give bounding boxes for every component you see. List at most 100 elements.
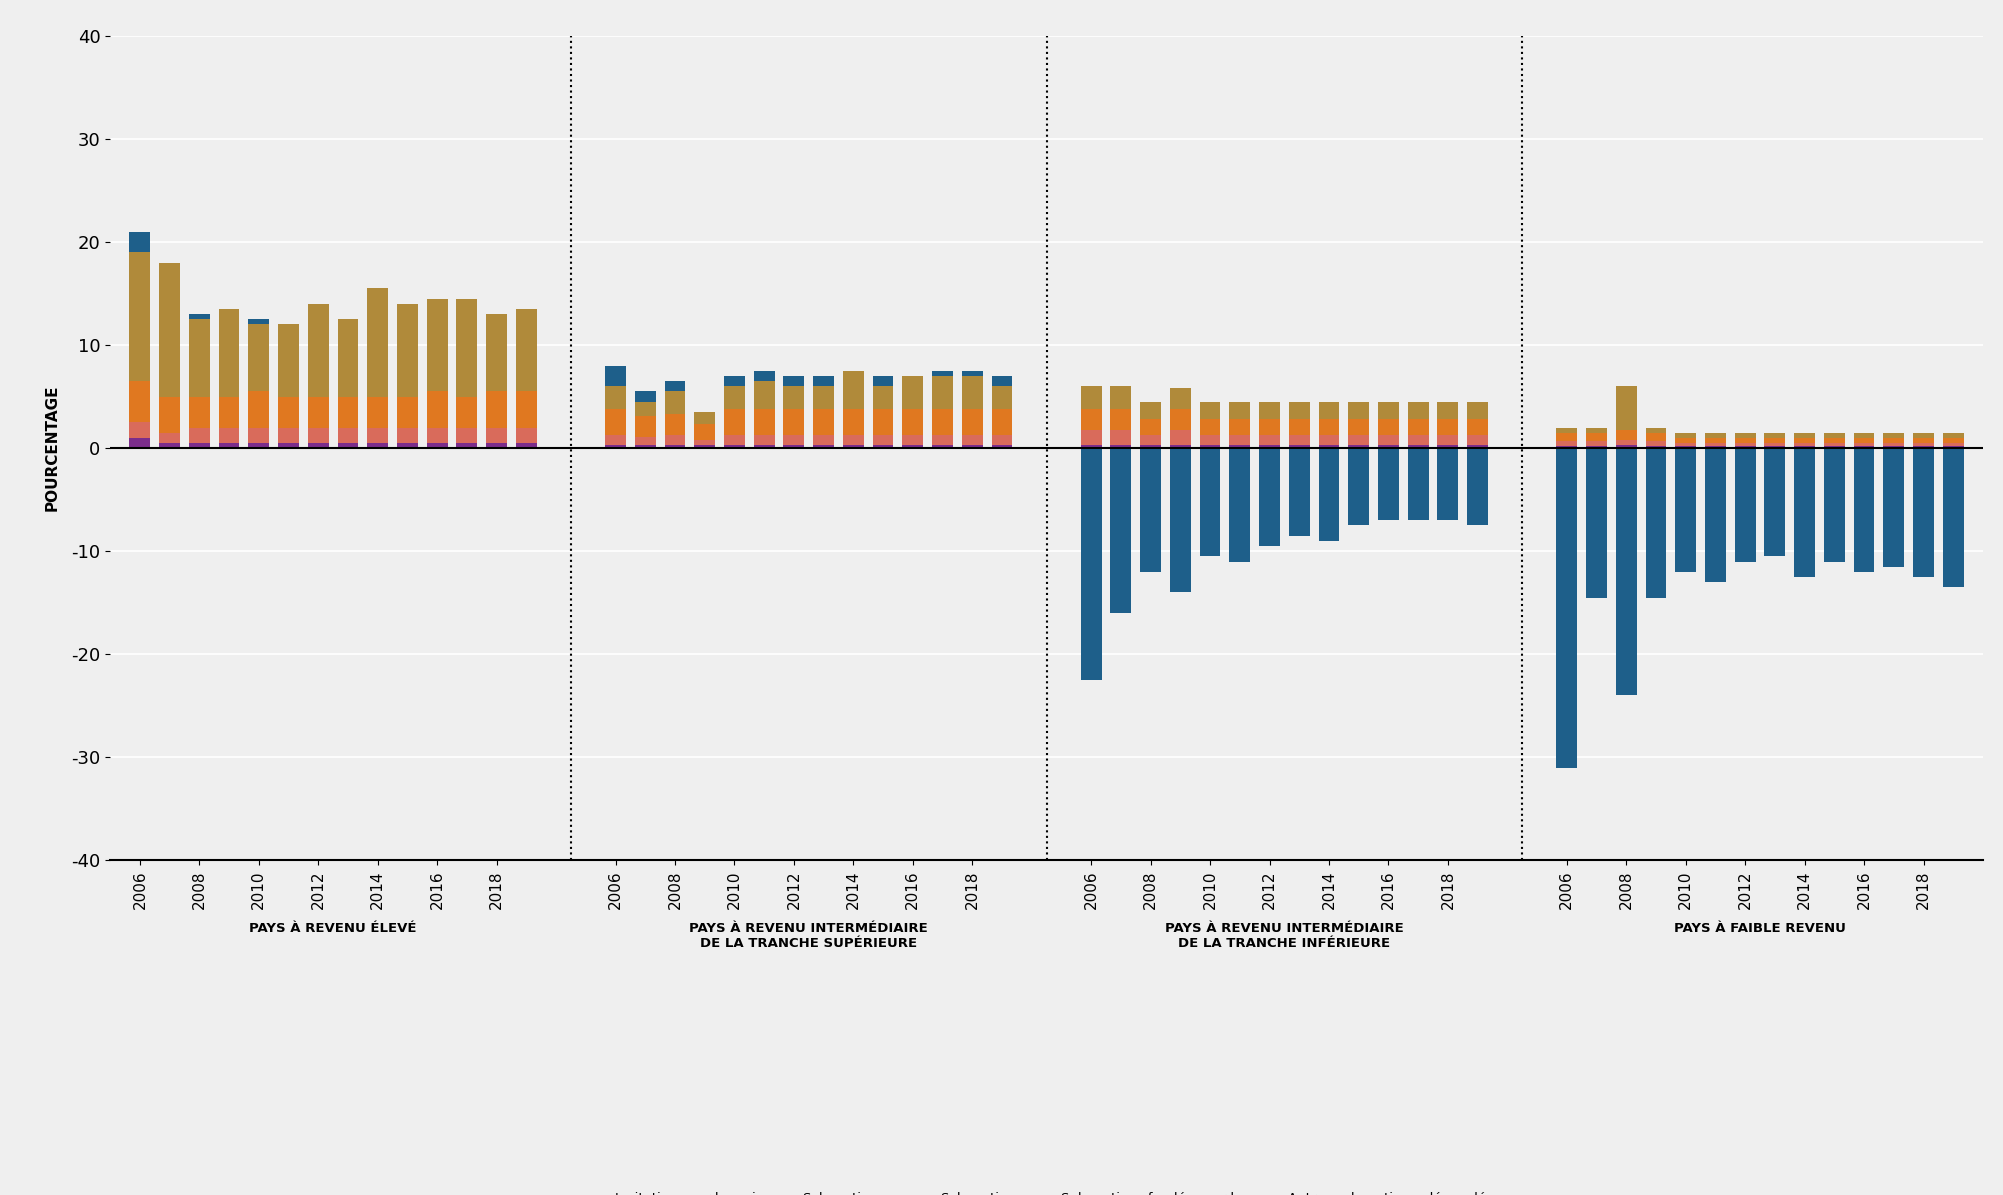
Bar [1348,419,1370,435]
Bar [903,376,923,409]
Bar [339,319,359,397]
Bar [308,443,328,448]
Bar [991,376,1012,448]
Bar [1318,435,1340,445]
Bar [158,272,180,448]
Bar [635,392,655,448]
Bar [991,435,1012,445]
Bar [188,319,210,397]
Bar [635,445,655,448]
Bar [1646,448,1666,598]
Bar [1943,446,1963,448]
Bar [1260,445,1280,448]
Bar [1378,435,1398,445]
Bar [1675,448,1697,572]
Bar [1230,448,1250,562]
Bar [248,392,268,428]
Bar [873,409,893,435]
Bar [843,370,863,448]
Text: PAYS À REVENU INTERMÉDIAIRE
DE LA TRANCHE INFÉRIEURE: PAYS À REVENU INTERMÉDIAIRE DE LA TRANCH… [1166,923,1404,950]
Bar [1586,428,1606,433]
Bar [991,386,1012,409]
Bar [665,392,685,415]
Bar [1943,437,1963,443]
Bar [367,428,389,443]
Bar [1110,386,1132,409]
Bar [1318,402,1340,419]
Bar [1408,419,1428,435]
Bar [1646,446,1666,448]
Bar [1408,435,1428,445]
Bar [1795,446,1815,448]
Legend: Incitations par les prix
(TNP), Subventions
à la production, Subventions
aux int: Incitations par les prix (TNP), Subventi… [587,1187,1506,1195]
Bar [1438,419,1458,435]
Bar [695,440,715,445]
Bar [1765,443,1785,446]
Bar [1170,448,1190,593]
Bar [308,304,328,397]
Bar [1288,402,1310,419]
Bar [903,445,923,448]
Bar [248,443,268,448]
Bar [158,397,180,433]
Bar [1735,448,1755,562]
Bar [1288,435,1310,445]
Bar [457,428,477,443]
Bar [1378,402,1398,419]
Bar [1348,445,1370,448]
Bar [1913,448,1935,577]
Bar [397,428,419,443]
Bar [1230,445,1250,448]
Bar [1765,437,1785,443]
Bar [1913,433,1935,437]
Bar [695,412,715,424]
Bar [991,409,1012,435]
Bar [723,445,745,448]
Text: PAYS À REVENU ÉLEVÉ: PAYS À REVENU ÉLEVÉ [248,923,417,936]
Bar [1468,419,1488,435]
Bar [427,443,447,448]
Bar [1288,448,1310,535]
Bar [1825,433,1845,437]
Bar [218,310,240,397]
Bar [1260,402,1280,419]
Bar [1735,443,1755,446]
Bar [873,386,893,409]
Bar [1795,437,1815,443]
Bar [961,376,983,409]
Bar [1675,433,1697,437]
Bar [665,415,685,435]
Bar [1943,433,1963,437]
Bar [931,435,953,445]
Bar [1288,419,1310,435]
Bar [1825,446,1845,448]
Bar [1675,437,1697,443]
Bar [457,397,477,428]
Bar [1110,429,1132,445]
Bar [1556,441,1576,446]
Bar [1795,443,1815,446]
Bar [1586,433,1606,441]
Bar [1853,443,1875,446]
Bar [931,409,953,435]
Bar [1408,402,1428,419]
Bar [1348,448,1370,526]
Bar [1913,437,1935,443]
Bar [991,445,1012,448]
Bar [1140,445,1162,448]
Bar [1110,409,1132,429]
Bar [427,392,447,428]
Bar [1646,428,1666,433]
Bar [1586,446,1606,448]
Bar [873,435,893,445]
Bar [1735,446,1755,448]
Bar [1556,446,1576,448]
Bar [278,443,298,448]
Bar [813,445,833,448]
Bar [1913,443,1935,446]
Bar [1646,433,1666,441]
Bar [1853,448,1875,572]
Bar [517,310,537,392]
Bar [843,445,863,448]
Bar [1616,448,1636,695]
